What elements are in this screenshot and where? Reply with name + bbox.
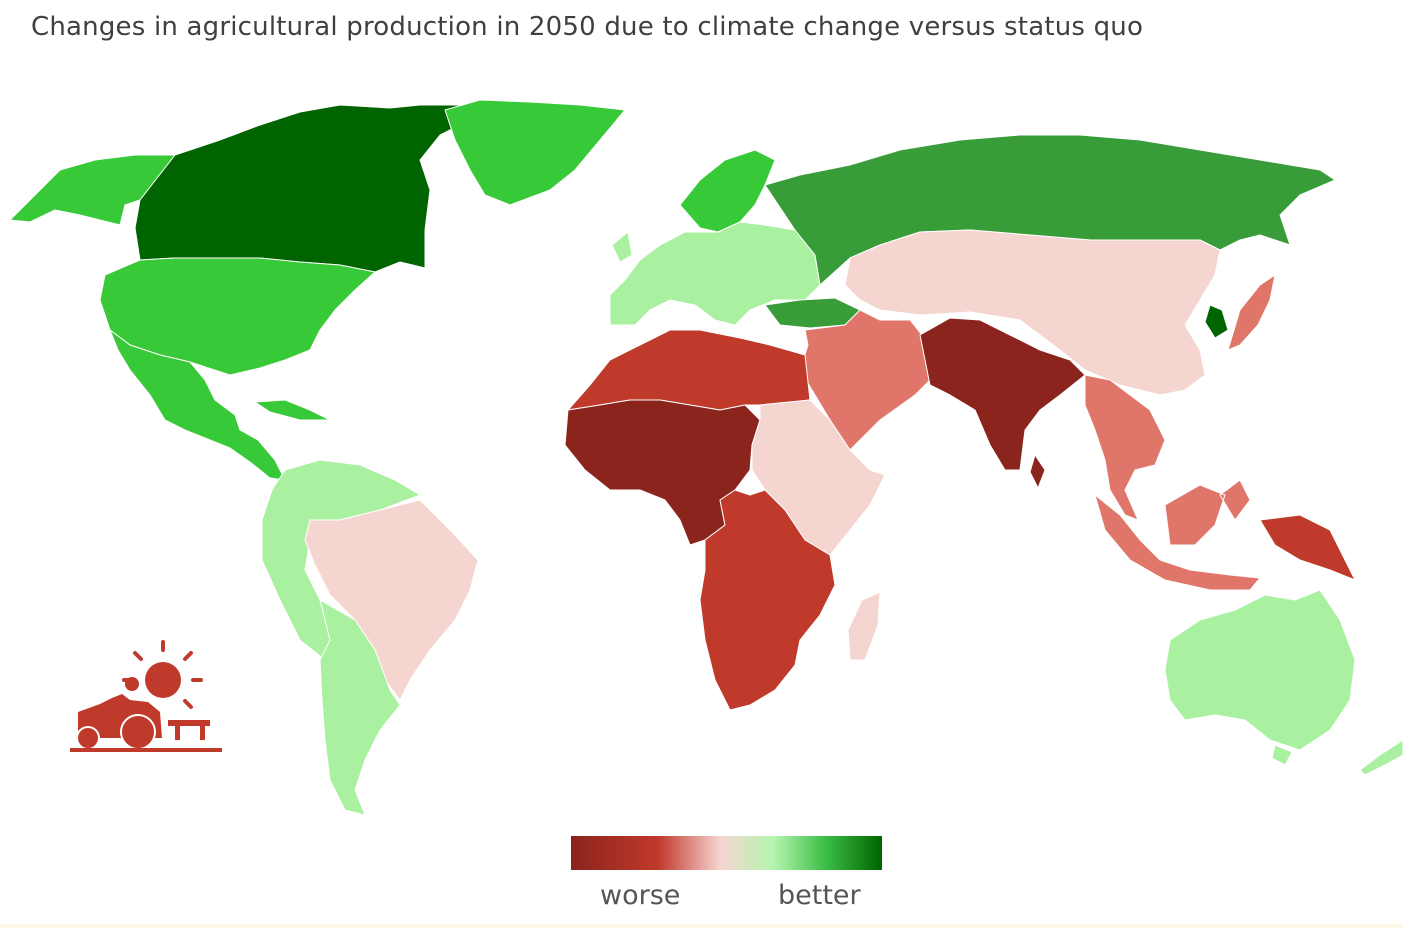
region-new-zealand <box>1359 739 1403 776</box>
region-turkey <box>764 297 861 329</box>
region-greenland <box>444 99 626 206</box>
region-southeast-asia <box>1084 374 1166 521</box>
region-canada <box>134 104 481 273</box>
region-australia <box>1164 589 1356 766</box>
legend-color-bar <box>571 836 882 870</box>
region-central-east-asia <box>844 229 1221 396</box>
region-south-asia <box>919 317 1086 489</box>
region-indonesia <box>1094 479 1261 591</box>
region-brazil <box>304 499 479 701</box>
region-papua-new-guinea <box>1259 514 1356 581</box>
region-western-south-america <box>261 459 421 661</box>
map-title: Changes in agricultural production in 20… <box>31 12 1144 42</box>
region-scandinavia <box>679 149 776 233</box>
region-north-africa <box>567 329 811 411</box>
legend-worse-label: worse <box>600 880 681 911</box>
region-east-africa <box>751 399 886 556</box>
region-southern-south-america <box>319 599 401 816</box>
region-madagascar <box>847 591 881 661</box>
legend-better-label: better <box>778 880 861 911</box>
region-korea <box>1204 304 1229 339</box>
bottom-border <box>0 924 1403 928</box>
region-japan <box>1227 274 1276 351</box>
region-southern-africa <box>699 489 836 711</box>
region-caribbean <box>254 399 331 421</box>
farmer-tractor-sun-icon <box>70 640 222 752</box>
